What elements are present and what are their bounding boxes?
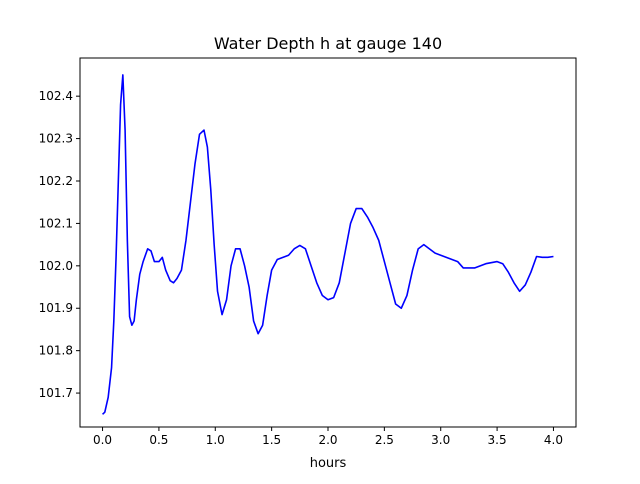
- chart-title: Water Depth h at gauge 140: [214, 34, 442, 53]
- y-tick-label: 101.7: [39, 386, 73, 400]
- y-axis-ticks: 101.7 101.8 101.9 102.0 102.1 102.2 102.3 102.4: [39, 89, 80, 400]
- x-tick-label: 4.0: [544, 433, 563, 447]
- y-tick-label: 102.4: [39, 89, 73, 103]
- plot-content: [102, 74, 554, 415]
- x-tick-label: 3.0: [431, 433, 450, 447]
- y-tick-label: 101.9: [39, 301, 73, 315]
- y-tick-label: 102.3: [39, 132, 73, 146]
- x-axis-label: hours: [310, 456, 347, 471]
- x-tick-label: 2.5: [375, 433, 394, 447]
- y-tick-label: 102.2: [39, 174, 73, 188]
- x-tick-label: 0.0: [93, 433, 112, 447]
- x-tick-label: 3.5: [488, 433, 507, 447]
- x-axis-ticks: 0.0 0.5 1.0 1.5 2.0 2.5 3.0 3.5 4.0: [93, 427, 563, 447]
- y-tick-label: 102.0: [39, 259, 73, 273]
- series-line-0: [102, 74, 554, 415]
- y-tick-label: 101.8: [39, 344, 73, 358]
- x-tick-label: 0.5: [149, 433, 168, 447]
- x-tick-label: 1.5: [262, 433, 281, 447]
- y-tick-label: 102.1: [39, 216, 73, 230]
- x-tick-label: 2.0: [318, 433, 337, 447]
- x-tick-label: 1.0: [206, 433, 225, 447]
